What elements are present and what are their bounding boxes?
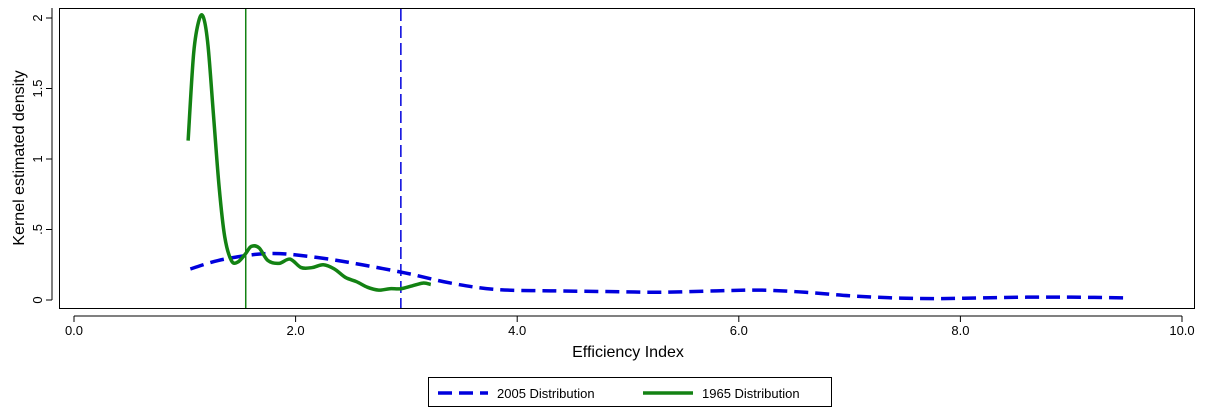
legend: 2005 Distribution 1965 Distribution — [428, 377, 832, 407]
legend-label: 1965 Distribution — [702, 386, 800, 401]
x-tick-label: 8.0 — [951, 323, 969, 338]
y-tick-label: .5 — [30, 224, 45, 235]
x-axis-ticks: 0.0 2.0 4.0 6.0 8.0 10.0 — [65, 316, 1195, 338]
series-line-2005 — [189, 251, 1127, 301]
y-tick-label: 0 — [30, 296, 45, 303]
y-tick-label: 2 — [30, 14, 45, 21]
x-tick-label: 6.0 — [730, 323, 748, 338]
x-tick-label: 10.0 — [1169, 323, 1194, 338]
legend-label: 2005 Distribution — [497, 386, 595, 401]
x-axis-title: Efficiency Index — [572, 344, 684, 361]
y-axis-ticks: 0 .5 1 1.5 2 — [30, 14, 52, 304]
x-tick-label: 2.0 — [287, 323, 305, 338]
x-tick-label: 4.0 — [508, 323, 526, 338]
x-tick-label: 0.0 — [65, 323, 83, 338]
y-tick-label: 1.5 — [30, 79, 45, 97]
plot-frame — [59, 8, 1195, 309]
plot-area — [186, 9, 1127, 308]
legend-box — [428, 377, 832, 407]
y-tick-label: 1 — [30, 155, 45, 162]
series-line-1965 — [186, 13, 432, 292]
y-axis-title: Kernel estimated density — [11, 70, 28, 245]
